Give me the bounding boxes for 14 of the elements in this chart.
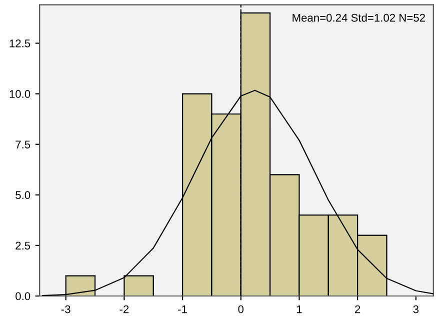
x-tick-label: 0 [238, 305, 244, 314]
x-tick-label: -1 [178, 305, 187, 314]
x-tick-label: -3 [61, 305, 70, 314]
y-tick-label: 5.0 [16, 191, 30, 200]
y-tick-label: 2.5 [16, 242, 30, 250]
annotation: Mean=0.24 Std=1.02 N=52 [292, 14, 425, 22]
y-tick-label: 10.0 [10, 90, 30, 98]
y-tick-label: 0.0 [16, 292, 30, 300]
x-tick-label: 3 [413, 305, 418, 314]
x-tick-label: -2 [120, 305, 129, 314]
x-tick-label: 1 [296, 305, 302, 314]
x-tick-label: 2 [355, 305, 360, 314]
y-tick-label: 7.5 [16, 140, 30, 148]
y-tick-label: 12.5 [10, 39, 30, 48]
